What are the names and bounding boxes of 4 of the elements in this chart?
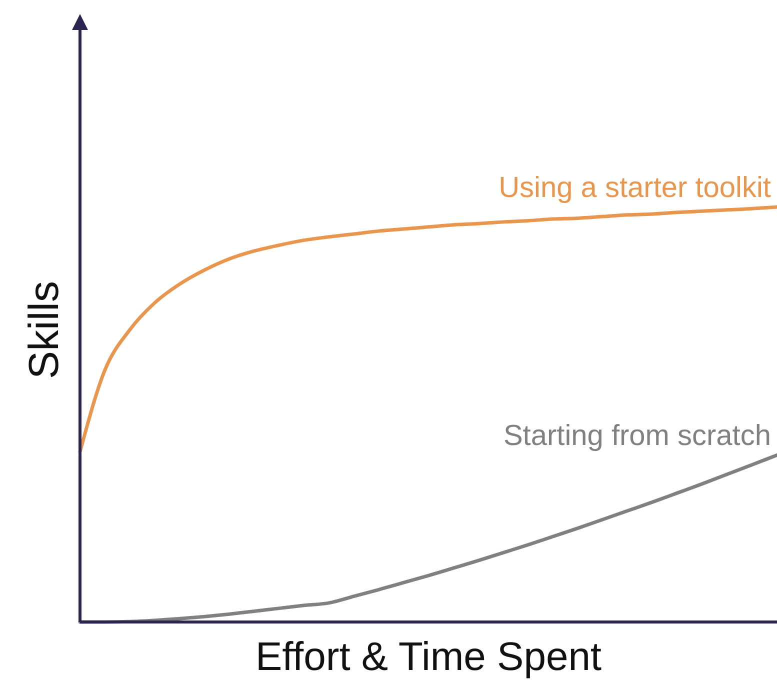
series-label: Using a starter toolkit (498, 172, 771, 204)
y-axis-title: Skills (20, 280, 67, 380)
x-axis-title: Effort & Time Spent (255, 635, 602, 679)
series-label: Starting from scratch (503, 420, 771, 452)
